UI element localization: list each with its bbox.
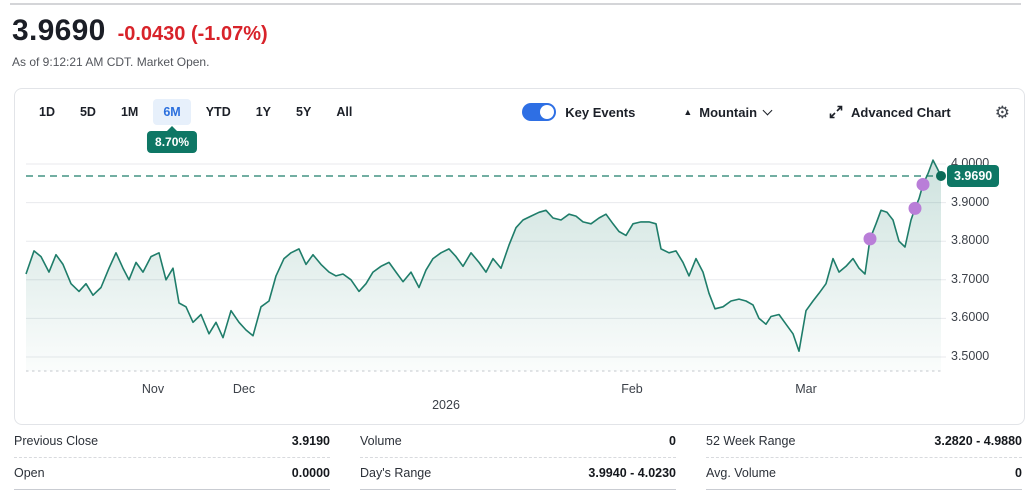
x-axis-label: Feb bbox=[621, 382, 643, 396]
stat-label: Day's Range bbox=[360, 466, 432, 480]
stat-open: Open 0.0000 bbox=[14, 458, 330, 490]
chart-type-dropdown[interactable]: ▲ Mountain bbox=[683, 104, 773, 120]
stat-value: 0 bbox=[669, 434, 676, 448]
y-axis-label: 3.8000 bbox=[951, 233, 990, 248]
range-tab-ytd[interactable]: YTD bbox=[196, 99, 241, 125]
stat-value: 3.9190 bbox=[291, 434, 330, 448]
key-event-marker[interactable] bbox=[916, 177, 930, 191]
stat-value: 3.9940 - 4.0230 bbox=[588, 466, 676, 480]
range-tab-5d[interactable]: 5D bbox=[70, 99, 106, 125]
expand-icon bbox=[829, 105, 843, 119]
y-axis-label: 3.9000 bbox=[951, 194, 990, 209]
stat-days-range: Day's Range 3.9940 - 4.0230 bbox=[360, 458, 676, 490]
range-tab-1d[interactable]: 1D bbox=[29, 99, 65, 125]
stat-value: 0.0000 bbox=[291, 466, 330, 480]
mountain-icon: ▲ bbox=[683, 106, 693, 117]
key-event-marker[interactable] bbox=[863, 232, 877, 246]
advanced-chart-button[interactable]: Advanced Chart bbox=[829, 105, 951, 120]
stat-label: Open bbox=[14, 466, 45, 480]
last-price: 3.9690 bbox=[12, 14, 106, 47]
stat-avg-volume: Avg. Volume 0 bbox=[706, 458, 1022, 490]
x-axis-label: Mar bbox=[795, 382, 817, 396]
current-price-badge: 3.9690 bbox=[947, 165, 1000, 187]
stat-value: 3.2820 - 4.9880 bbox=[934, 434, 1022, 448]
chart-area[interactable]: 4.0000 3.9000 3.8000 3.7000 3.6000 3.5000 Nov D… bbox=[15, 89, 1024, 424]
chart-type-label: Mountain bbox=[699, 104, 758, 120]
x-axis-label: Nov bbox=[141, 382, 165, 396]
key-events-label: Key Events bbox=[565, 104, 636, 120]
range-tab-1y[interactable]: 1Y bbox=[246, 99, 281, 125]
x-axis-label: 2026 bbox=[432, 398, 460, 412]
price-line bbox=[25, 159, 942, 353]
stat-previous-close: Previous Close 3.9190 bbox=[14, 426, 330, 458]
period-return-badge: 8.70% bbox=[147, 131, 198, 153]
gear-icon[interactable]: ⚙ bbox=[994, 102, 1010, 122]
quote-stats: Previous Close 3.9190 Volume 0 52 Week R… bbox=[14, 426, 1022, 490]
chevron-down-icon bbox=[762, 105, 773, 115]
advanced-chart-label: Advanced Chart bbox=[851, 104, 951, 120]
price-chart-svg[interactable] bbox=[15, 89, 1024, 424]
range-tab-5y[interactable]: 5Y bbox=[286, 99, 321, 125]
price-row: 3.9690 -0.0430 (-1.07%) bbox=[12, 14, 268, 48]
key-events-toggle[interactable] bbox=[522, 103, 557, 121]
stat-label: Previous Close bbox=[14, 434, 99, 448]
chart-card: 1D 5D 1M 6M 8.70% YTD 1Y 5Y All Key Even… bbox=[14, 88, 1025, 425]
quote-header: 3.9690 -0.0430 (-1.07%) As of 9:12:21 AM… bbox=[12, 14, 268, 69]
toggle-knob bbox=[540, 105, 555, 119]
stat-label: Volume bbox=[360, 434, 402, 448]
y-axis-label: 3.5000 bbox=[951, 349, 990, 363]
range-tab-all[interactable]: All bbox=[326, 99, 362, 125]
stat-value: 0 bbox=[1015, 466, 1022, 480]
last-price-dot bbox=[936, 170, 946, 181]
time-range-tabs: 1D 5D 1M 6M 8.70% YTD 1Y 5Y All bbox=[29, 99, 362, 153]
x-axis-label: Dec bbox=[232, 382, 256, 396]
range-tab-1m[interactable]: 1M bbox=[111, 99, 148, 125]
range-tab-6m-label: 6M bbox=[163, 105, 181, 119]
toolbar-right: Key Events ▲ Mountain Advanced Chart ⚙ bbox=[522, 103, 1010, 121]
y-axis-label: 3.6000 bbox=[951, 310, 990, 325]
top-divider bbox=[10, 3, 1021, 5]
range-tab-6m[interactable]: 6M 8.70% bbox=[147, 99, 198, 153]
as-of-timestamp: As of 9:12:21 AM CDT. Market Open. bbox=[12, 55, 210, 69]
chart-toolbar: 1D 5D 1M 6M 8.70% YTD 1Y 5Y All Key Even… bbox=[15, 89, 1024, 153]
key-event-marker[interactable] bbox=[908, 201, 922, 215]
y-axis-label: 3.7000 bbox=[951, 271, 990, 286]
stat-volume: Volume 0 bbox=[360, 426, 676, 458]
price-change: -0.0430 (-1.07%) bbox=[117, 23, 268, 45]
stat-label: Avg. Volume bbox=[706, 466, 776, 480]
stat-52-week-range: 52 Week Range 3.2820 - 4.9880 bbox=[706, 426, 1022, 458]
stat-label: 52 Week Range bbox=[706, 434, 796, 448]
area-fill bbox=[26, 160, 941, 371]
